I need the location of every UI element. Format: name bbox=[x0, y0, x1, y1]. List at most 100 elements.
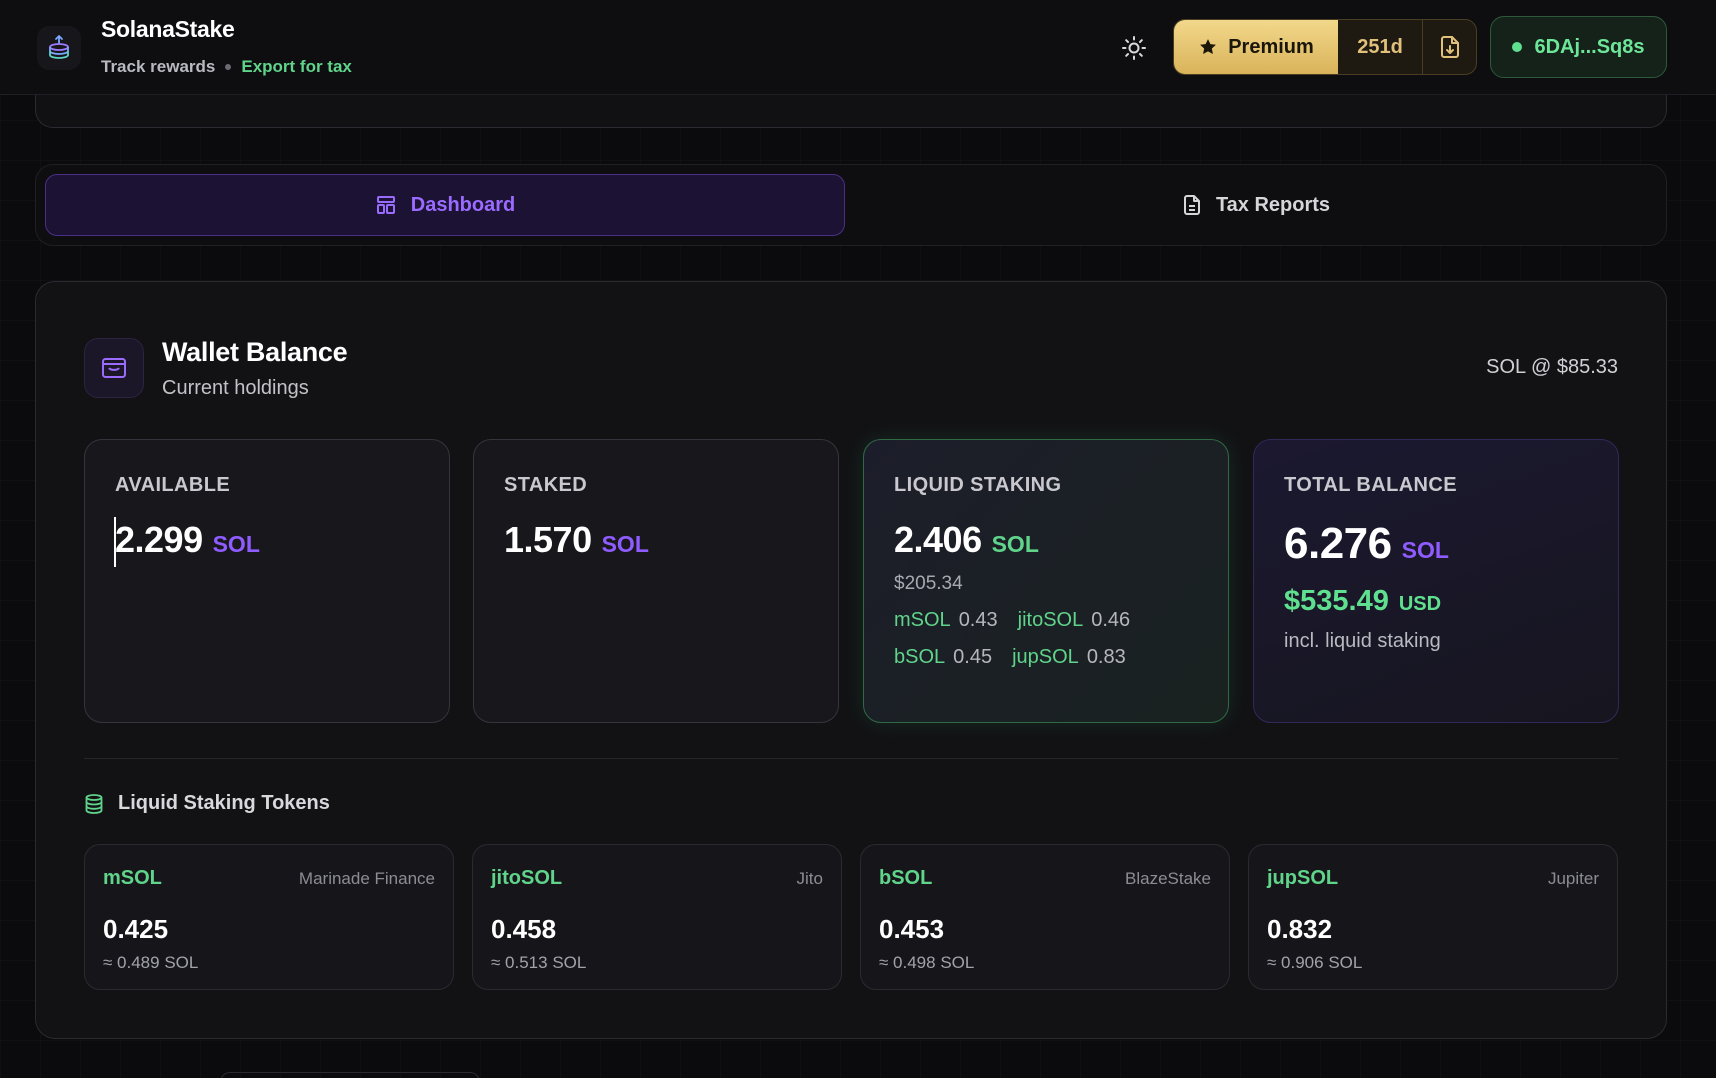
export-for-tax-link[interactable]: Export for tax bbox=[241, 57, 352, 76]
document-icon bbox=[1183, 195, 1200, 215]
token-name: jitoSOL bbox=[491, 867, 563, 889]
layout-dashboard-icon bbox=[376, 196, 395, 214]
stacked-coins-icon bbox=[49, 35, 69, 59]
star-icon bbox=[1200, 39, 1217, 54]
app-subtitle: Track rewards Export for tax bbox=[101, 57, 352, 77]
token-header: bSOL BlazeStake bbox=[879, 867, 1211, 890]
export-file-button[interactable] bbox=[1423, 20, 1476, 74]
staked-balance-card: STAKED 1.570 SOL bbox=[473, 439, 839, 723]
lst-token-card[interactable]: bSOL BlazeStake 0.453 ≈ 0.498 SOL bbox=[860, 844, 1230, 990]
liquid-token-item: bSOL 0.45 bbox=[894, 646, 992, 669]
liquid-token-name: bSOL bbox=[894, 646, 946, 668]
liquid-token-name: jitoSOL bbox=[1017, 609, 1084, 631]
total-usd-unit: USD bbox=[1398, 593, 1442, 615]
staked-value-row: 1.570 SOL bbox=[504, 519, 808, 561]
token-name: bSOL bbox=[879, 867, 933, 889]
total-amount: 6.276 bbox=[1284, 519, 1392, 568]
main-tabs: Dashboard Tax Reports bbox=[35, 164, 1667, 246]
token-header: mSOL Marinade Finance bbox=[103, 867, 435, 890]
token-sol-equivalent: ≈ 0.906 SOL bbox=[1267, 953, 1363, 972]
premium-group: Premium 251d bbox=[1173, 19, 1477, 75]
available-value-row: 2.299 SOL bbox=[115, 519, 419, 561]
lst-token-card[interactable]: jupSOL Jupiter 0.832 ≈ 0.906 SOL bbox=[1248, 844, 1618, 990]
wallet-connect-button[interactable]: 6DAj...Sq8s bbox=[1490, 16, 1667, 78]
lst-token-card[interactable]: mSOL Marinade Finance 0.425 ≈ 0.489 SOL bbox=[84, 844, 454, 990]
token-provider: Jupiter bbox=[1547, 869, 1599, 888]
total-note: incl. liquid staking bbox=[1284, 630, 1441, 652]
wallet-address: 6DAj...Sq8s bbox=[1534, 35, 1645, 58]
token-amount: 0.453 bbox=[879, 914, 945, 944]
token-sol-equivalent: ≈ 0.513 SOL bbox=[491, 953, 587, 972]
wallet-card-icon bbox=[84, 338, 144, 398]
staked-label: STAKED bbox=[504, 474, 588, 496]
token-name: mSOL bbox=[103, 867, 162, 889]
liquid-label: LIQUID STAKING bbox=[894, 474, 1062, 496]
liquid-token-name: mSOL bbox=[894, 609, 951, 631]
lst-section-heading: Liquid Staking Tokens bbox=[84, 792, 330, 815]
wallet-balance-subtitle: Current holdings bbox=[162, 377, 309, 399]
sun-icon bbox=[1122, 36, 1146, 60]
tab-tax-reports-label: Tax Reports bbox=[1215, 193, 1331, 216]
file-download-icon bbox=[1440, 36, 1459, 58]
liquid-token-row: bSOL 0.45 jupSOL 0.83 bbox=[894, 646, 1198, 669]
liquid-token-amount: 0.45 bbox=[953, 646, 993, 668]
liquid-token-amount: 0.83 bbox=[1086, 646, 1126, 668]
available-unit: SOL bbox=[212, 531, 260, 557]
premium-days-left: 251d bbox=[1338, 20, 1423, 74]
tab-tax-reports[interactable]: Tax Reports bbox=[856, 174, 1656, 236]
liquid-value-row: 2.406 SOL bbox=[894, 519, 1198, 561]
connected-status-dot bbox=[1512, 42, 1523, 52]
token-provider: BlazeStake bbox=[1125, 869, 1211, 888]
premium-button[interactable]: Premium bbox=[1174, 20, 1338, 74]
token-name: jupSOL bbox=[1267, 867, 1339, 889]
database-icon bbox=[85, 793, 103, 814]
token-header: jupSOL Jupiter bbox=[1267, 867, 1599, 890]
liquid-token-item: jupSOL 0.83 bbox=[1012, 646, 1126, 669]
available-balance-card: AVAILABLE 2.299 SOL bbox=[84, 439, 450, 723]
liquid-token-item: mSOL 0.43 bbox=[894, 609, 998, 632]
token-sol-equivalent: ≈ 0.489 SOL bbox=[103, 953, 199, 972]
total-label: TOTAL BALANCE bbox=[1284, 474, 1457, 496]
wallet-icon bbox=[102, 358, 126, 378]
total-value-row: 6.276 SOL bbox=[1284, 519, 1588, 569]
subtitle-text: Track rewards bbox=[101, 57, 216, 76]
sol-price: SOL @ $85.33 bbox=[1486, 356, 1618, 378]
separator-dot bbox=[225, 64, 232, 70]
token-sol-equivalent: ≈ 0.498 SOL bbox=[879, 953, 975, 972]
liquid-token-amount: 0.43 bbox=[958, 609, 998, 631]
liquid-staking-card: LIQUID STAKING 2.406 SOL $205.34 mSOL 0.4… bbox=[863, 439, 1229, 723]
total-usd-value: $535.49 bbox=[1284, 585, 1389, 617]
liquid-amount: 2.406 bbox=[894, 519, 982, 560]
total-unit: SOL bbox=[1401, 537, 1449, 563]
liquid-usd-value: $205.34 bbox=[894, 573, 963, 594]
token-provider: Jito bbox=[796, 869, 823, 888]
liquid-token-amount: 0.46 bbox=[1091, 609, 1131, 631]
token-amount: 0.832 bbox=[1267, 914, 1333, 944]
wallet-balance-title: Wallet Balance bbox=[162, 337, 348, 367]
app-header: SolanaStake Track rewards Export for tax… bbox=[0, 0, 1716, 95]
total-usd-row: $535.49 USD bbox=[1284, 585, 1588, 618]
liquid-token-item: jitoSOL 0.46 bbox=[1018, 609, 1131, 632]
token-amount: 0.425 bbox=[103, 914, 169, 944]
app-logo bbox=[37, 26, 81, 70]
token-amount: 0.458 bbox=[491, 914, 557, 944]
lst-token-card[interactable]: jitoSOL Jito 0.458 ≈ 0.513 SOL bbox=[472, 844, 842, 990]
text-cursor bbox=[114, 517, 116, 567]
total-balance-card: TOTAL BALANCE 6.276 SOL $535.49 USD incl… bbox=[1253, 439, 1619, 723]
app-name: SolanaStake bbox=[101, 16, 235, 42]
staked-unit: SOL bbox=[601, 531, 649, 557]
available-amount: 2.299 bbox=[115, 519, 203, 560]
next-card-edge bbox=[220, 1072, 480, 1078]
lst-section-title: Liquid Staking Tokens bbox=[118, 792, 330, 814]
tab-dashboard[interactable]: Dashboard bbox=[45, 174, 845, 236]
tab-dashboard-label: Dashboard bbox=[410, 193, 516, 216]
token-header: jitoSOL Jito bbox=[491, 867, 823, 890]
liquid-token-row: mSOL 0.43 jitoSOL 0.46 bbox=[894, 609, 1198, 632]
theme-toggle-button[interactable] bbox=[1118, 32, 1150, 64]
token-provider: Marinade Finance bbox=[298, 869, 435, 888]
available-label: AVAILABLE bbox=[115, 474, 231, 496]
staked-amount: 1.570 bbox=[504, 519, 592, 560]
liquid-unit: SOL bbox=[991, 531, 1039, 557]
liquid-token-name: jupSOL bbox=[1012, 646, 1079, 668]
section-divider bbox=[84, 758, 1618, 759]
